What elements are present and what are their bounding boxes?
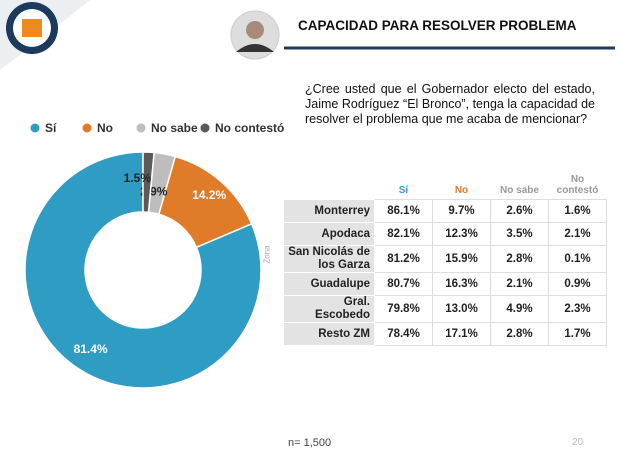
legend-label: No (97, 121, 113, 135)
table-row: San Nicolás de los Garza 81.2% 15.9% 2.8% 0.… (283, 245, 607, 273)
cell: 16.3% (432, 272, 491, 296)
column-header: No sabe (500, 185, 539, 196)
cell: 13.0% (432, 295, 491, 323)
title: CAPACIDAD PARA RESOLVER PROBLEMA (298, 18, 577, 33)
cell: 2.8% (490, 245, 549, 273)
legend-swatch (29, 122, 41, 134)
table-row: Guadalupe 80.7% 16.3% 2.1% 0.9% (283, 272, 607, 296)
cell: 2.1% (548, 222, 607, 246)
row-label: Resto ZM (283, 322, 375, 346)
question: ¿Cree usted que el Gobernador electo del… (305, 82, 595, 126)
cell: 2.8% (490, 322, 549, 346)
sample-note: n= 1,500 (288, 437, 332, 449)
table-row: Resto ZM 78.4% 17.1% 2.8% 1.7% (283, 322, 607, 346)
cell: 0.1% (548, 245, 607, 273)
row-label: Apodaca (283, 222, 375, 246)
cell: 17.1% (432, 322, 491, 346)
donut-slice (24, 151, 262, 389)
legend-label: No sabe (151, 121, 198, 135)
legend-swatch (135, 122, 147, 134)
row-label: San Nicolás de los Garza (283, 245, 375, 273)
cell: 81.2% (374, 245, 433, 273)
axis-label: Zona (262, 245, 272, 264)
cell: 4.9% (490, 295, 549, 323)
cell: 15.9% (432, 245, 491, 273)
donut-slice (142, 151, 155, 214)
cell: 0.9% (548, 272, 607, 296)
header-row: Sí No No sabe No contestó (284, 170, 607, 200)
data-label: 81.4% (74, 342, 108, 356)
cell: 86.1% (374, 199, 433, 223)
photo-face (246, 21, 264, 39)
table-row: Apodaca 82.1% 12.3% 3.5% 2.1% (283, 222, 607, 246)
row-label: Monterrey (283, 199, 375, 223)
legend-label: Sí (45, 121, 57, 135)
legend-label: No contestó (215, 121, 284, 135)
cell: 80.7% (374, 272, 433, 296)
cell: 1.6% (548, 199, 607, 223)
legend-swatch (81, 122, 93, 134)
cell: 1.7% (548, 322, 607, 346)
cell: 9.7% (432, 199, 491, 223)
cell: 82.1% (374, 222, 433, 246)
cell: 3.5% (490, 222, 549, 246)
column-header: Sí (398, 185, 409, 196)
corner-cell (284, 170, 375, 200)
page-number: 20 (572, 437, 584, 448)
table-row: Monterrey 86.1% 9.7% 2.6% 1.6% (283, 199, 607, 223)
legend-swatch (199, 122, 211, 134)
cell: 79.8% (374, 295, 433, 323)
logo-mark (22, 19, 42, 37)
table-row: Gral. Escobedo 79.8% 13.0% 4.9% 2.3% (283, 295, 607, 323)
cell: 2.3% (548, 295, 607, 323)
data-label: 1.5% (124, 171, 152, 185)
column-header: No (454, 185, 469, 196)
table: Sí No No sabe No contestó Monterrey 86.1% 9.7%… (283, 170, 607, 346)
cell: 2.1% (490, 272, 549, 296)
cell: 78.4% (374, 322, 433, 346)
cell: 2.6% (490, 199, 549, 223)
cell: 12.3% (432, 222, 491, 246)
data-label: 14.2% (192, 188, 226, 202)
column-header: No contestó (556, 174, 599, 196)
row-label: Guadalupe (283, 272, 375, 296)
photo-body (236, 44, 274, 52)
row-label: Gral. Escobedo (283, 295, 375, 323)
